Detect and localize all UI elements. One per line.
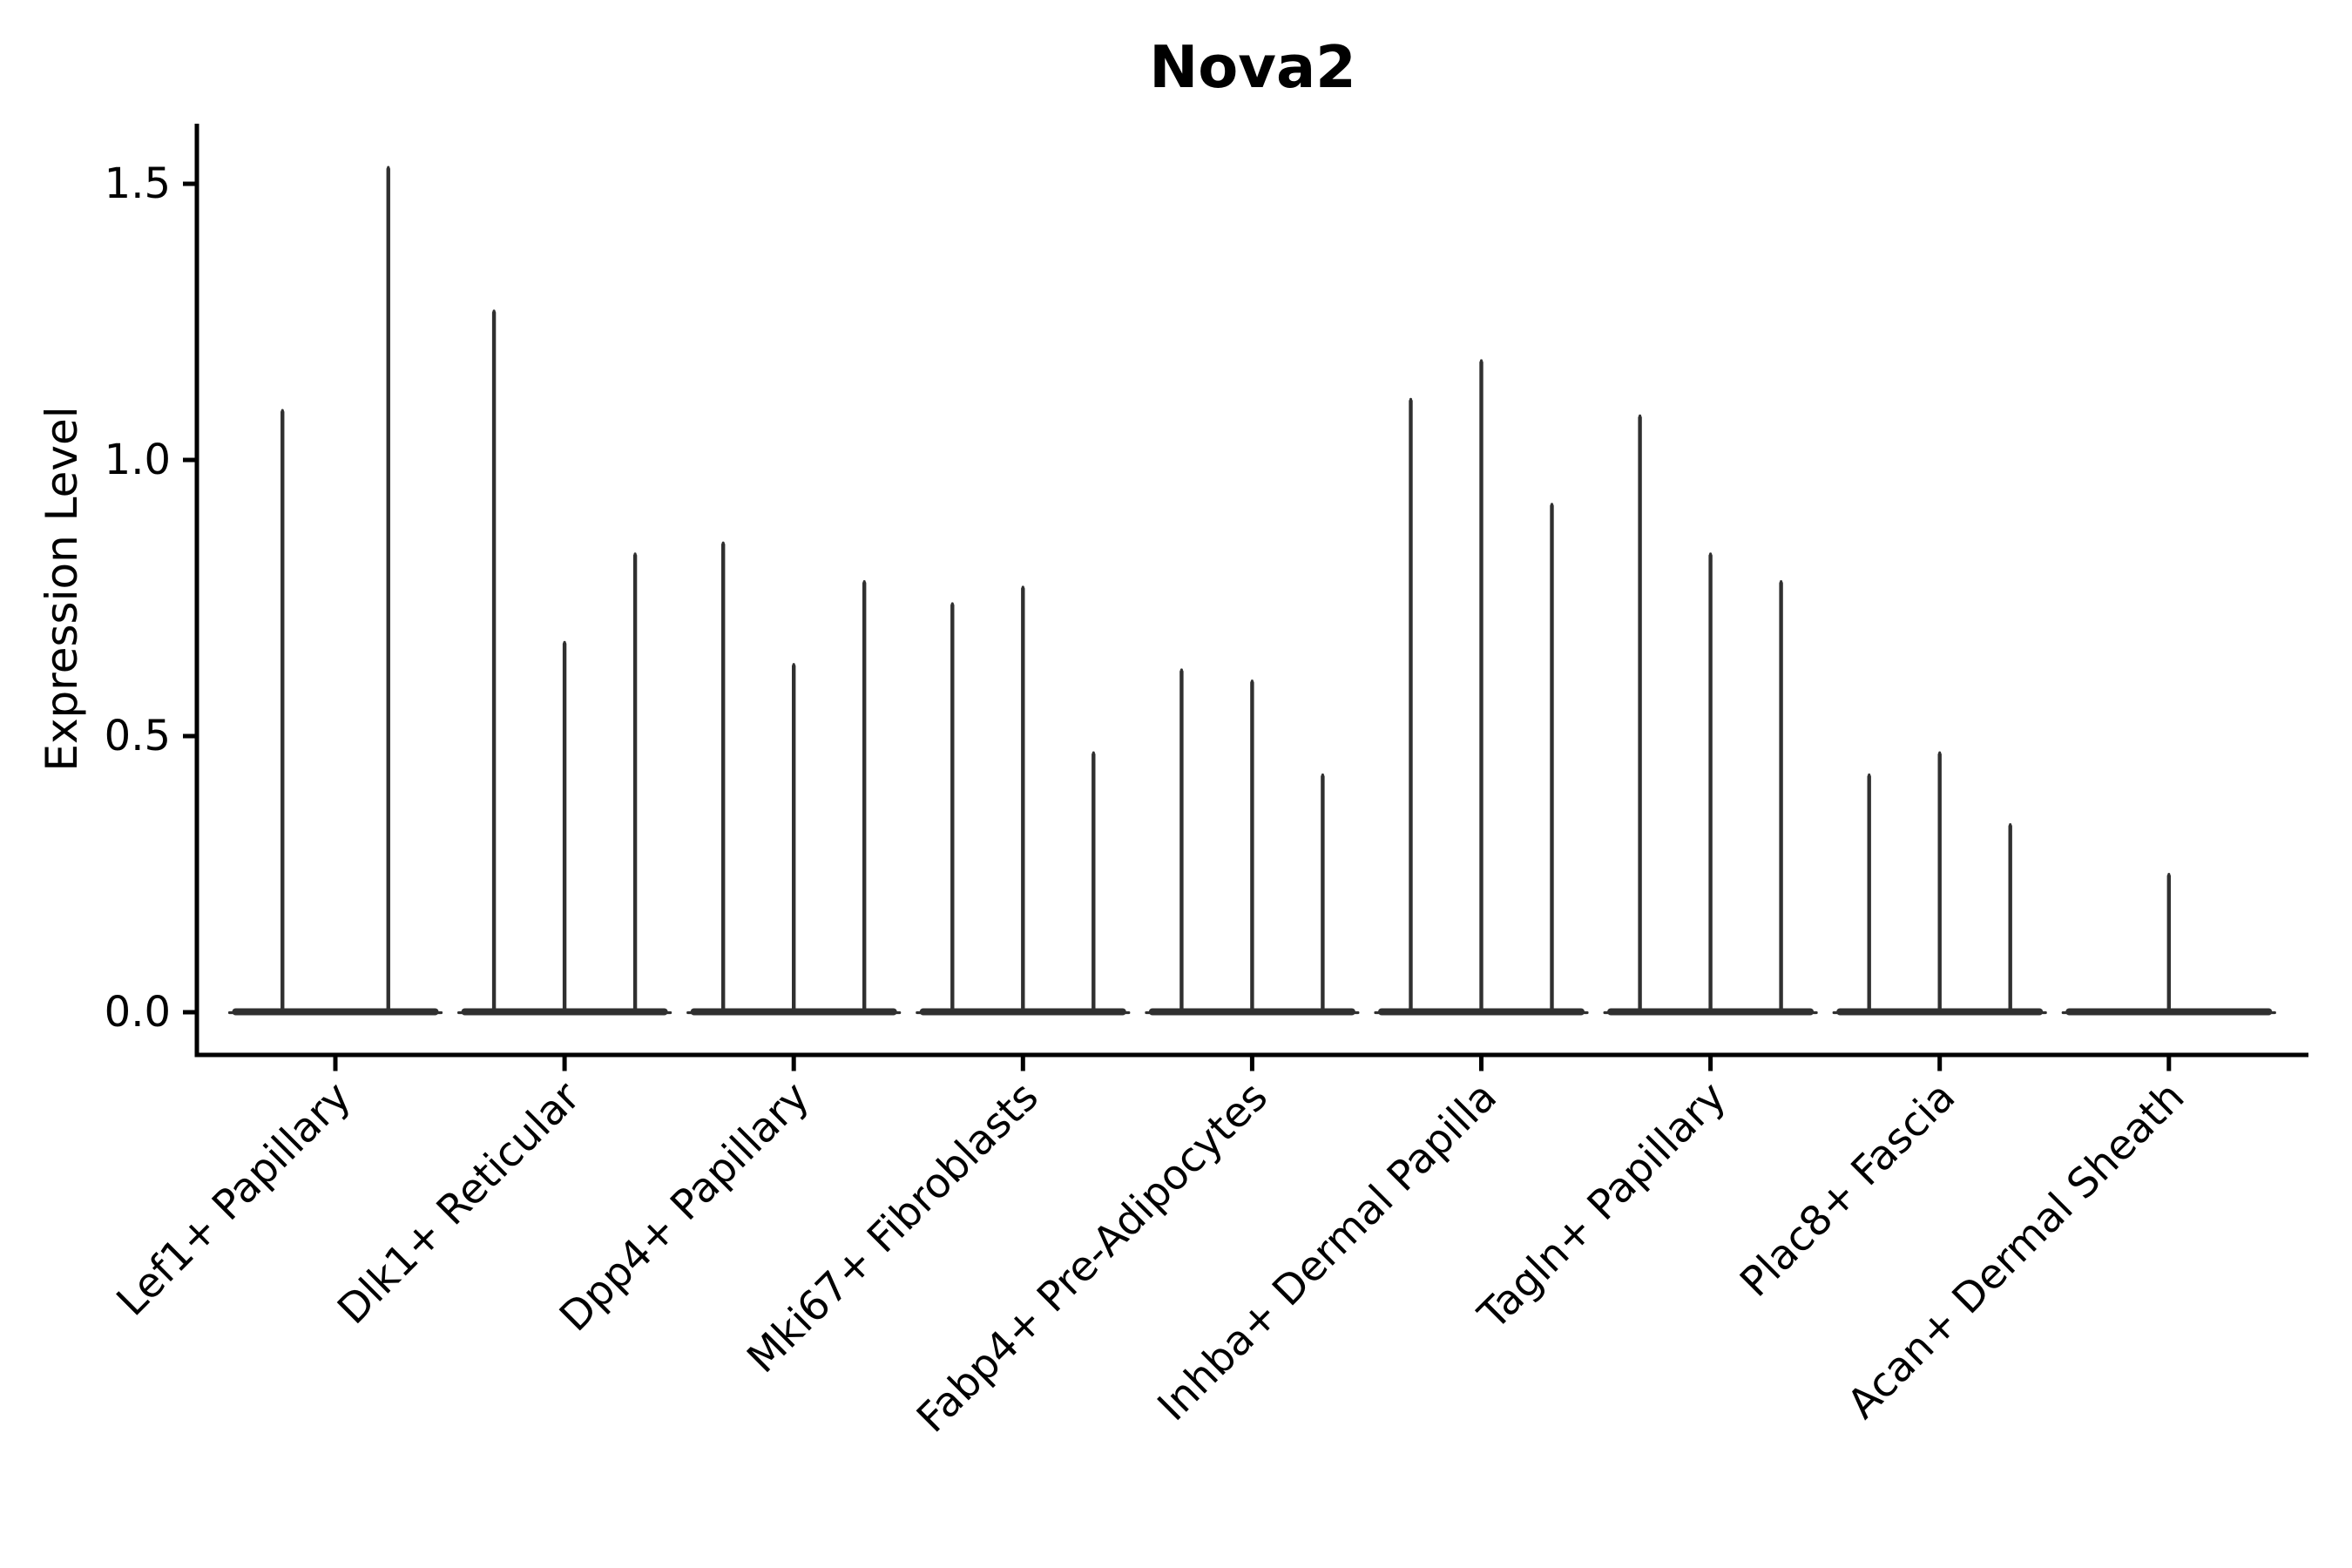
y-tick-label: 1.5 [105,159,171,208]
axes [183,124,2308,1071]
y-tick-labels: 0.0 0.5 1.0 1.5 [105,159,171,1037]
x-tick-label: Tagln+ Papillary [1469,1073,1735,1340]
y-axis-label: Expression Level [37,406,87,771]
y-tick-label: 1.0 [105,436,171,484]
x-tick-label: Dpp4+ Papillary [551,1073,819,1342]
x-tick-label: Plac8+ Fascia [1731,1073,1964,1307]
x-tick-label: Lef1+ Papillary [108,1073,361,1326]
x-tick-label: Dlk1+ Reticular [328,1072,590,1334]
y-tick-label: 0.0 [105,988,171,1037]
y-tick-label: 0.5 [105,712,171,760]
violins [227,166,2276,1016]
chart-title: Nova2 [1149,33,1356,101]
